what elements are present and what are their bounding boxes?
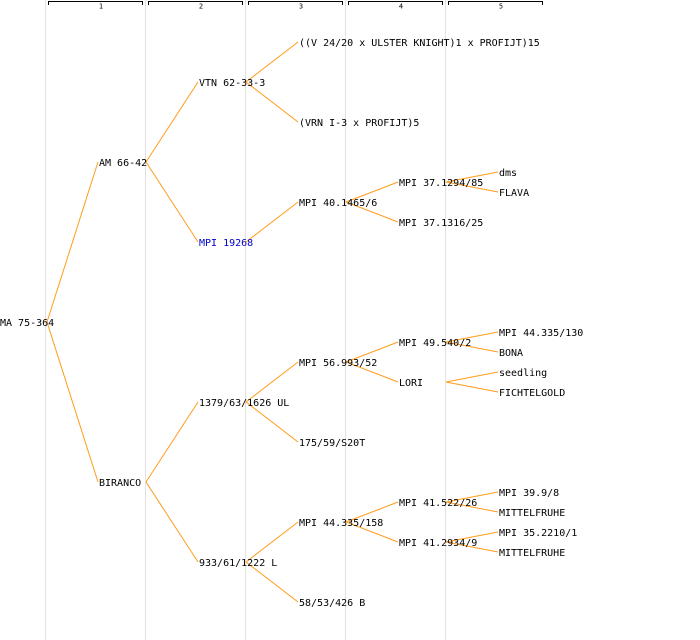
parent-2: BIRANCO [99,478,141,489]
pedigree-edge [445,181,499,193]
pedigree-edge [345,521,399,543]
ancestor-g5-4: BONA [499,348,523,359]
ancestor-g5-5: seedling [499,368,547,379]
pedigree-edge [46,161,99,323]
ancestor-g4-3: MPI 49.540/2 [399,338,471,349]
pedigree-edge [445,171,499,183]
ancestor-g3-5: 175/59/S20T [299,438,365,449]
ancestor-g3-4: MPI 56.993/52 [299,358,377,369]
ancestor-g3-1: ((V 24/20 x ULSTER KNIGHT)1 x PROFIJT)15 [299,38,540,49]
generation-headers: 1 2 3 4 5 [48,1,543,11]
header-bracket [148,1,243,5]
ancestor-g5-10: MITTELFRUHE [499,548,565,559]
pedigree-edge [245,201,299,243]
pedigree-edge [445,371,499,383]
pedigree-edge [245,561,299,603]
ancestor-g5-8: MITTELFRUHE [499,508,565,519]
pedigree-edge [245,521,299,563]
ancestor-g4-6: MPI 41.2934/9 [399,538,477,549]
generation-header-4: 4 [348,1,443,11]
root-variety: MA 75-364 [0,318,54,329]
generation-number: 3 [299,3,303,11]
ancestor-g4-5: MPI 41.522/26 [399,498,477,509]
ancestor-g3-6: MPI 44.335/158 [299,518,383,529]
ancestor-g5-1: dms [499,168,517,179]
pedigree-edge [445,541,499,553]
pedigree-edge [145,81,199,163]
ancestor-g5-6: FICHTELGOLD [499,388,565,399]
pedigree-edge [445,501,499,513]
header-bracket [448,1,543,5]
generation-header-5: 5 [448,1,543,11]
header-bracket [348,1,443,5]
pedigree-edge [345,341,399,363]
generation-header-1: 1 [48,1,143,11]
ancestor-g5-9: MPI 35.2210/1 [499,528,577,539]
grandparent-2-link[interactable]: MPI 19268 [199,238,253,249]
generation-header-3: 3 [248,1,343,11]
ancestor-g4-4: LORI [399,378,423,389]
generation-number: 2 [199,3,203,11]
pedigree-edge [445,381,499,393]
pedigree-edge [245,361,299,403]
ancestor-g3-3: MPI 40.1465/6 [299,198,377,209]
pedigree-edge [245,401,299,443]
ancestor-g5-2: FLAVA [499,188,529,199]
grandparent-1: VTN 62-33-3 [199,78,265,89]
pedigree-edge [445,531,499,543]
ancestor-g5-3: MPI 44.335/130 [499,328,583,339]
grandparent-3: 1379/63/1626 UL [199,398,289,409]
generation-number: 1 [99,3,103,11]
pedigree-edge [345,181,399,203]
pedigree-edge [145,401,199,483]
pedigree-edge [46,321,99,483]
header-bracket [48,1,143,5]
pedigree-edge [345,201,399,223]
pedigree-edge [245,41,299,83]
pedigree-edge [445,331,499,343]
pedigree-edge [345,501,399,523]
generation-number: 5 [499,3,503,11]
header-bracket [248,1,343,5]
generation-number: 4 [399,3,403,11]
tree-edges [46,41,499,603]
ancestor-g3-2: (VRN I-3 x PROFIJT)5 [299,118,419,129]
ancestor-g5-7: MPI 39.9/8 [499,488,559,499]
ancestor-g3-7: 58/53/426 B [299,598,365,609]
pedigree-edge [145,481,199,563]
pedigree-edge [145,161,199,243]
generation-header-2: 2 [148,1,243,11]
pedigree-edge [445,491,499,503]
ancestor-g4-2: MPI 37.1316/25 [399,218,483,229]
parent-1: AM 66-42 [99,158,147,169]
ancestor-g4-1: MPI 37.1294/85 [399,178,483,189]
grandparent-4: 933/61/1222 L [199,558,277,569]
pedigree-edge [345,361,399,383]
tree-labels: MA 75-364 AM 66-42 BIRANCO VTN 62-33-3 M… [0,38,583,609]
pedigree-edge [245,81,299,123]
column-dividers [45,0,446,640]
pedigree-edge [445,341,499,353]
